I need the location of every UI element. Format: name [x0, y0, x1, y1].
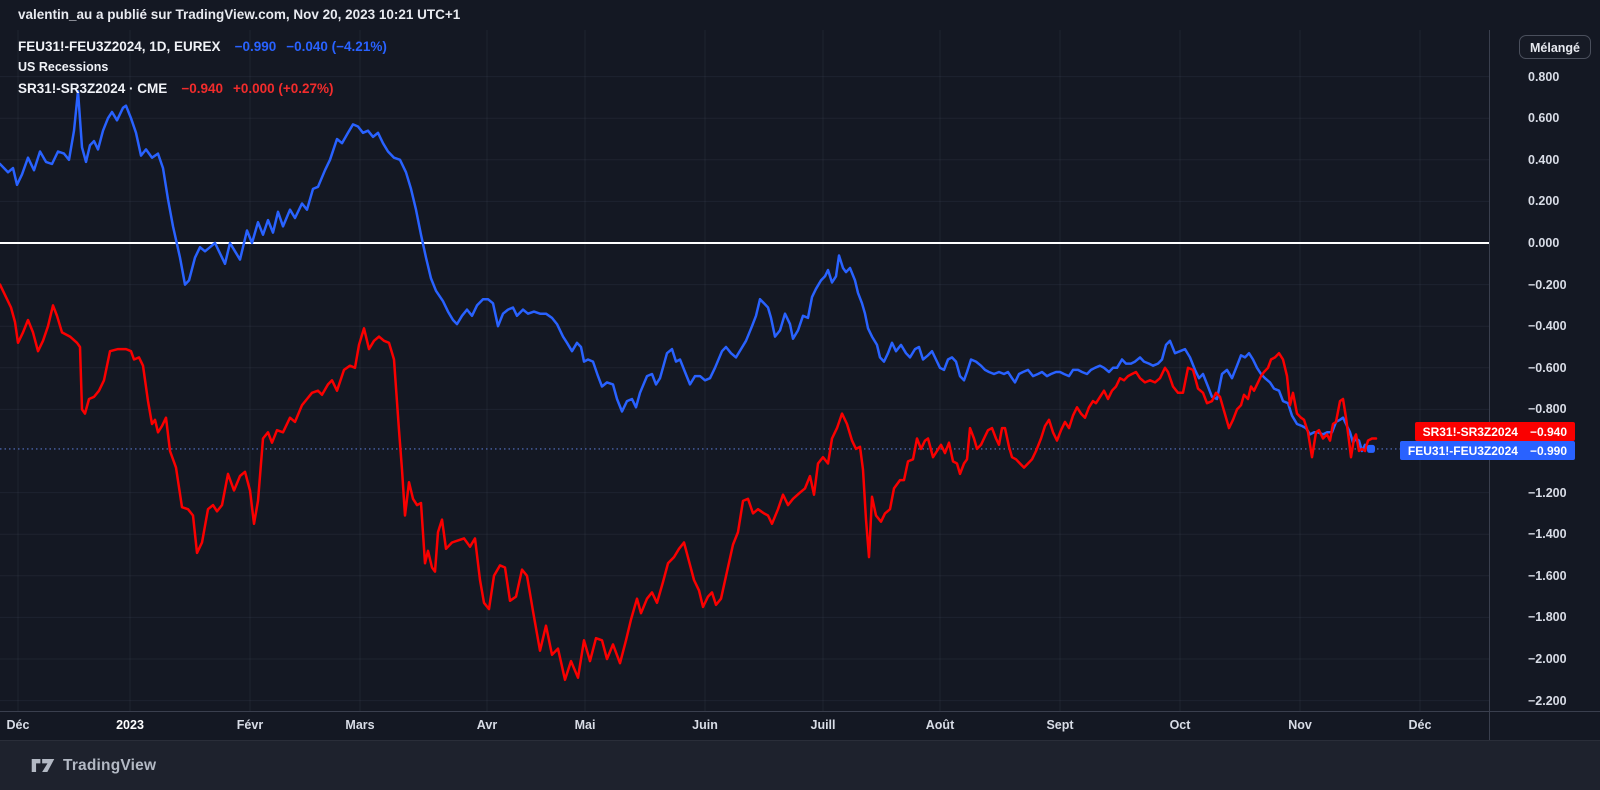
price-axis[interactable]: Mélangé 0.800 0.600 0.400 0.200 0.000 −0.200 −… — [1489, 30, 1600, 740]
price-tag-sr3-symbol: SR31!-SR3Z2024 — [1422, 424, 1518, 439]
time-tick-label: Juill — [810, 718, 836, 732]
price-tick-label: −1.200 — [1528, 485, 1567, 500]
time-tick-label: Févr — [236, 718, 264, 732]
price-tick-label: −2.200 — [1528, 693, 1567, 708]
time-tick-label: Avr — [476, 718, 498, 732]
time-tick-label: Oct — [1169, 718, 1191, 732]
price-tag-feu3-symbol: FEU31!-FEU3Z2024 — [1407, 443, 1518, 458]
legend-row-main-series[interactable]: FEU31!-FEU3Z2024, 1D, EUREX −0.990 −0.040 … — [18, 36, 387, 57]
price-tick-label: −0.600 — [1528, 360, 1567, 375]
chart-legend: FEU31!-FEU3Z2024, 1D, EUREX −0.990 −0.040 … — [18, 36, 387, 99]
study-title: US Recessions — [18, 60, 109, 74]
price-tick-label: 0.200 — [1528, 194, 1560, 209]
time-tick-label: Août — [925, 718, 955, 732]
header-bar: valentin_au a publié sur TradingView.com… — [0, 0, 1600, 30]
time-tick-label: Mars — [345, 718, 375, 732]
price-tick-label: −0.400 — [1528, 319, 1567, 334]
price-tag-sr3: SR31!-SR3Z2024 −0.940 — [1414, 422, 1575, 441]
time-tick-label: Nov — [1288, 718, 1312, 732]
price-tick-label: 0.600 — [1528, 111, 1560, 126]
main-symbol-title: FEU31!-FEU3Z2024, 1D, EUREX — [18, 39, 221, 54]
time-tick-label: Déc — [1408, 718, 1432, 732]
tradingview-logo-icon[interactable] — [30, 757, 56, 774]
time-tick-label: Sept — [1046, 718, 1074, 732]
time-tick-label: Mai — [574, 718, 596, 732]
price-tag-feu3-price: −0.990 — [1529, 443, 1567, 458]
price-tag-sr3-price: −0.940 — [1529, 424, 1567, 439]
price-tick-label: −0.800 — [1528, 402, 1567, 417]
compare-symbol-title: SR31!-SR3Z2024 · CME — [18, 81, 168, 96]
main-last-price: −0.990 — [234, 39, 277, 54]
time-tick-label: Déc — [6, 718, 30, 732]
legend-row-compare-series[interactable]: SR31!-SR3Z2024 · CME −0.940 +0.000 (+0.27%… — [18, 78, 387, 99]
time-tick-label: Juin — [692, 718, 718, 732]
scale-mode-button[interactable]: Mélangé — [1518, 35, 1591, 59]
price-tick-label: −1.400 — [1528, 527, 1567, 542]
time-axis[interactable]: Déc 2023 Févr Mars Avr Mai Juin Juill Août Sept Oc… — [0, 711, 1600, 740]
series-line-feu31-feu3z2024 — [0, 89, 1373, 453]
compare-change: +0.000 (+0.27%) — [232, 81, 334, 96]
compare-last-price: −0.940 — [181, 81, 223, 96]
price-tick-label: 0.400 — [1528, 152, 1560, 167]
price-tag-feu3: FEU31!-FEU3Z2024 −0.990 — [1399, 441, 1575, 460]
series-line-sr31-sr3z2024 — [0, 283, 1378, 682]
series-end-marker — [1367, 444, 1375, 453]
publish-byline: valentin_au a publié sur TradingView.com… — [18, 7, 461, 22]
price-tick-label: −1.600 — [1528, 568, 1567, 583]
price-tick-label: 0.800 — [1528, 69, 1560, 84]
time-tick-label: 2023 — [116, 718, 144, 732]
price-tick-label: −0.200 — [1528, 277, 1567, 292]
price-tick-label: −1.800 — [1528, 610, 1567, 625]
legend-row-study[interactable]: US Recessions — [18, 57, 387, 78]
price-tick-label: −2.000 — [1528, 652, 1567, 666]
tradingview-brand[interactable]: TradingView — [63, 756, 157, 774]
main-change: −0.040 (−4.21%) — [286, 39, 387, 54]
price-tick-label: 0.000 — [1528, 236, 1560, 250]
footer-bar: TradingView — [0, 740, 1600, 790]
